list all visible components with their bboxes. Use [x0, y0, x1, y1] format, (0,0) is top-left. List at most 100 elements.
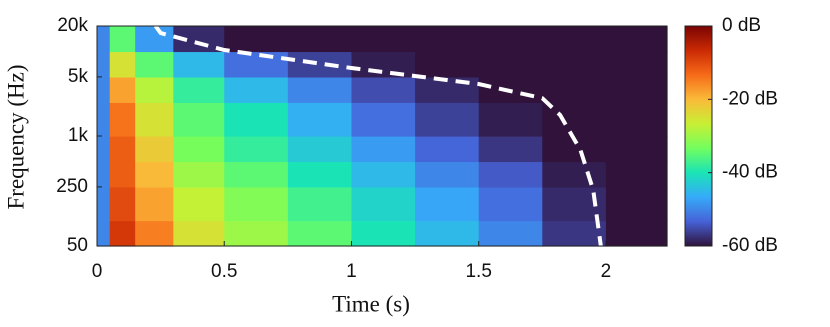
heatmap-cell [135, 26, 174, 53]
heatmap-cell [605, 26, 668, 53]
heatmap-cell [542, 161, 607, 188]
heatmap-cell [351, 136, 416, 163]
heatmap-cell [415, 220, 480, 247]
heatmap-cell [415, 51, 480, 78]
x-tick-label: 0 [92, 261, 103, 282]
heatmap-cell [173, 51, 225, 78]
heatmap-cell [287, 186, 353, 222]
heatmap-cell [287, 76, 353, 103]
heatmap-cell [97, 220, 111, 247]
heatmap-cell [478, 161, 543, 188]
heatmap-cell [287, 161, 353, 188]
heatmap-cell [287, 26, 353, 53]
heatmap-cell [605, 102, 668, 137]
heatmap-cell [287, 102, 353, 137]
heatmap-cell [97, 26, 111, 53]
colorbar-tick-label: 0 dB [722, 15, 761, 36]
heatmap-cell [605, 136, 668, 163]
heatmap-cell [173, 102, 225, 137]
heatmap-cell [478, 186, 543, 222]
heatmap-cell [97, 102, 111, 137]
heatmap-cell [605, 51, 668, 78]
heatmap-cell [415, 136, 480, 163]
heatmap-cell [351, 186, 416, 222]
heatmap-cell [415, 186, 480, 222]
x-tick-label: 1 [346, 261, 357, 282]
heatmap-cell [109, 76, 136, 103]
heatmap-cell [224, 161, 289, 188]
colorbar [684, 25, 713, 247]
x-axis-label: Time (s) [332, 291, 410, 316]
heatmap-cell [605, 76, 668, 103]
heatmap-cell [542, 220, 607, 247]
heatmap-cell [224, 102, 289, 137]
y-tick-label: 50 [67, 235, 88, 256]
heatmap-cell [173, 161, 225, 188]
heatmap-cell [109, 136, 136, 163]
heatmap-cell [478, 51, 543, 78]
heatmap-cell [605, 220, 668, 247]
heatmap-cell [173, 136, 225, 163]
heatmap-cell [224, 220, 289, 247]
heatmap-cell [109, 186, 136, 222]
heatmap-cell [224, 76, 289, 103]
heatmap-cell [351, 161, 416, 188]
heatmap-cell [351, 51, 416, 78]
heatmap-cell [173, 220, 225, 247]
x-tick-label: 0.5 [211, 261, 237, 282]
heatmap-cell [109, 220, 136, 247]
heatmap-cell [224, 186, 289, 222]
heatmap-cell [135, 102, 174, 137]
heatmap-cell [287, 220, 353, 247]
heatmap-cell [109, 51, 136, 78]
heatmap-cell [478, 136, 543, 163]
y-tick-label: 20k [57, 15, 88, 36]
heatmap-cell [287, 136, 353, 163]
heatmap-cell [605, 186, 668, 222]
y-tick-label: 5k [68, 66, 89, 87]
heatmap-cell [135, 76, 174, 103]
x-tick-label: 1.5 [465, 261, 491, 282]
heatmap-cell [173, 76, 225, 103]
heatmap-cell [542, 26, 607, 53]
heatmap-cell [97, 186, 111, 222]
heatmap-cell [542, 51, 607, 78]
heatmap-cell [135, 186, 174, 222]
heatmap-cell [224, 26, 289, 53]
heatmap-cell [109, 161, 136, 188]
heatmap-cell [224, 136, 289, 163]
heatmap-cell [351, 26, 416, 53]
heatmap-cell [135, 136, 174, 163]
colorbar-tick-label: -40 dB [722, 162, 778, 183]
heatmap-cell [97, 76, 111, 103]
x-tick-label: 2 [601, 261, 612, 282]
colorbar-tick-label: -20 dB [722, 88, 778, 109]
heatmap-cell [415, 102, 480, 137]
heatmap-cell [351, 102, 416, 137]
heatmap-cell [351, 220, 416, 247]
y-tick-label: 1k [68, 125, 89, 146]
heatmap-cell [97, 51, 111, 78]
decay-curve [153, 24, 603, 247]
heatmap-cell [97, 136, 111, 163]
heatmap-cell [97, 161, 111, 188]
heatmap-cell [351, 76, 416, 103]
heatmap-cell [605, 161, 668, 188]
heatmap-cell [173, 186, 225, 222]
heatmap-cell [415, 26, 480, 53]
heatmap-cell [478, 26, 543, 53]
heatmap-cell [135, 161, 174, 188]
heatmap-cell [287, 51, 353, 78]
heatmap-cell [415, 161, 480, 188]
y-axis-label: Frequency (Hz) [3, 65, 28, 210]
heatmap-cell [224, 51, 289, 78]
heatmap-cell [542, 76, 607, 103]
heatmap-cell [478, 102, 543, 137]
heatmap-cell [109, 102, 136, 137]
y-tick-label: 250 [56, 176, 88, 197]
heatmap-cell [109, 26, 136, 53]
heatmap-cell [135, 51, 174, 78]
heatmap-cell [542, 102, 607, 137]
heatmap-cell [478, 220, 543, 247]
